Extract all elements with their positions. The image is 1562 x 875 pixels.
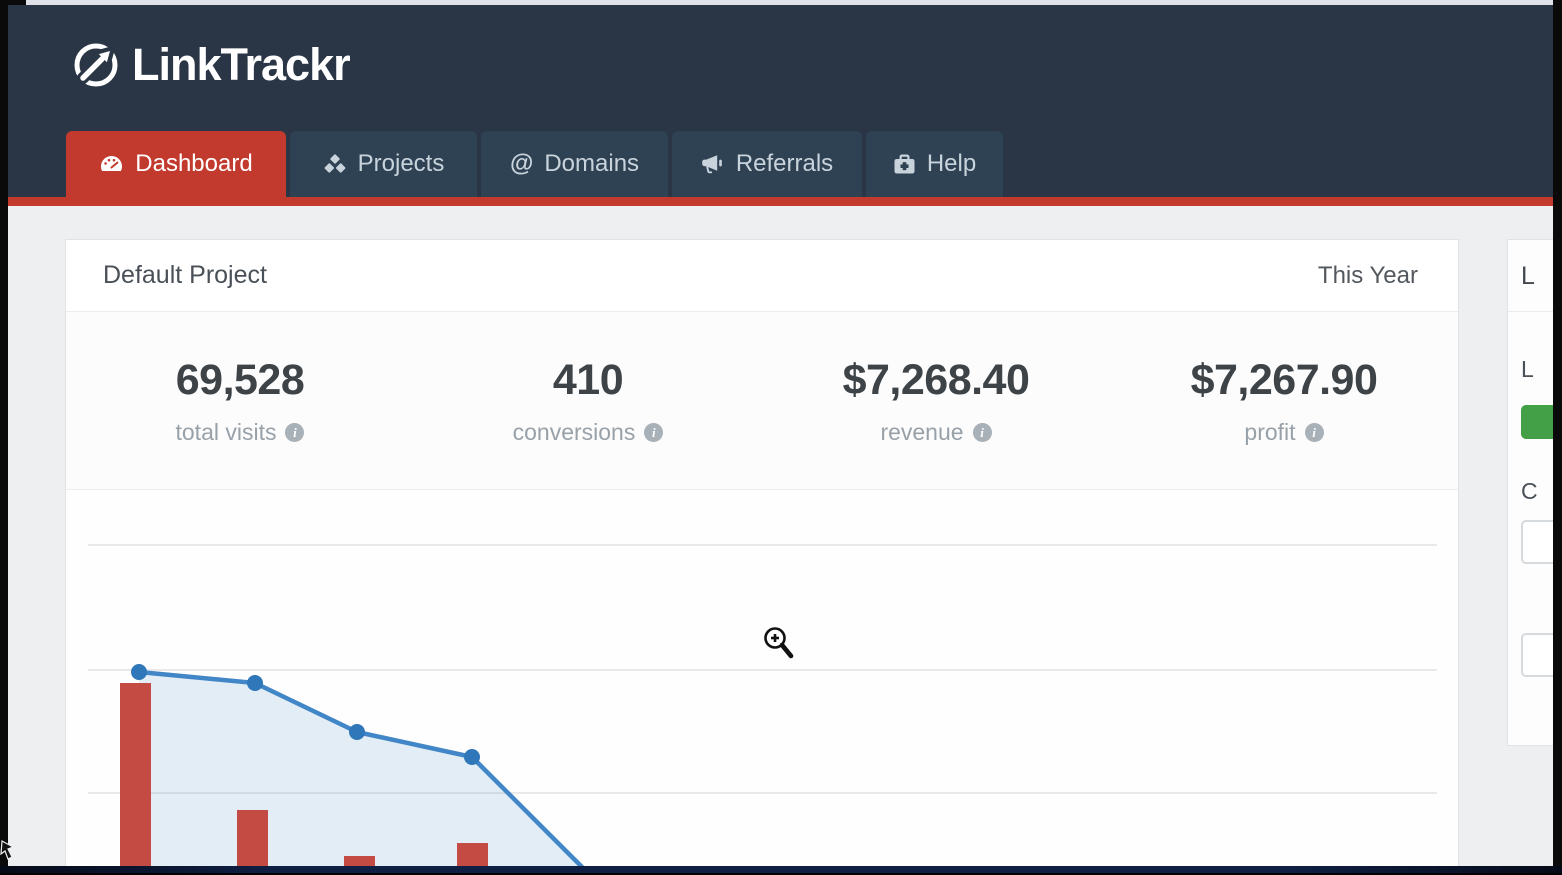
gauge-icon bbox=[101, 156, 123, 171]
stat-label-text: total visits bbox=[175, 418, 277, 445]
tab-label: Projects bbox=[357, 150, 445, 177]
stat-value: $7,268.40 bbox=[842, 355, 1030, 404]
side-panel-label-fragment: L bbox=[1521, 356, 1534, 382]
period-selector[interactable]: This Year bbox=[1317, 261, 1418, 289]
project-card: Default Project This Year 69,528 total v… bbox=[66, 240, 1458, 867]
stat-label: profit i bbox=[1244, 418, 1324, 446]
side-panel-cropped: L L C bbox=[1508, 240, 1554, 745]
stat-label: revenue i bbox=[880, 418, 992, 446]
stat-value: 69,528 bbox=[175, 355, 305, 404]
megaphone-icon bbox=[702, 154, 722, 173]
tab-help[interactable]: Help bbox=[866, 131, 1003, 197]
stat-total-visits: 69,528 total visits i bbox=[66, 356, 414, 446]
tab-label: Help bbox=[926, 150, 977, 177]
circle-arrow-icon bbox=[74, 43, 118, 87]
stat-value: 410 bbox=[552, 355, 624, 404]
brand-logo[interactable]: LinkTrackr bbox=[70, 39, 351, 91]
cubes-icon bbox=[324, 153, 346, 173]
side-panel-input-fragment[interactable] bbox=[1521, 520, 1554, 564]
stat-label: conversions i bbox=[513, 419, 664, 446]
info-circle-icon[interactable]: i bbox=[1304, 422, 1324, 442]
project-card-header: Default Project This Year bbox=[66, 240, 1458, 312]
tab-projects[interactable]: Projects bbox=[290, 131, 477, 197]
stat-revenue: $7,268.40 revenue i bbox=[762, 356, 1110, 446]
info-circle-icon[interactable]: i bbox=[285, 422, 305, 442]
stat-value: $7,267.90 bbox=[1190, 355, 1378, 404]
tab-label: Domains bbox=[544, 150, 640, 177]
project-title: Default Project bbox=[103, 261, 267, 289]
screen-edge-right bbox=[1553, 0, 1562, 875]
nav-accent-bar bbox=[8, 197, 1553, 206]
screen-edge-bottom bbox=[0, 866, 1562, 875]
stat-label-text: conversions bbox=[512, 418, 636, 445]
side-panel-option-fragment: C bbox=[1521, 478, 1538, 504]
window-top-edge bbox=[26, 0, 1553, 5]
tab-label: Referrals bbox=[735, 150, 834, 177]
side-panel-green-button[interactable] bbox=[1521, 405, 1554, 439]
info-circle-icon[interactable]: i bbox=[644, 422, 664, 442]
stat-conversions: 410 conversions i bbox=[414, 356, 762, 446]
side-panel-heading-fragment: L bbox=[1521, 262, 1535, 290]
stats-row: 69,528 total visits i 410 conversions i … bbox=[66, 312, 1458, 490]
at-icon: @ bbox=[509, 150, 534, 177]
chart-canvas bbox=[88, 544, 1437, 867]
stat-label-text: profit bbox=[1244, 418, 1296, 445]
side-panel-input-fragment[interactable] bbox=[1521, 633, 1554, 677]
stat-profit: $7,267.90 profit i bbox=[1110, 356, 1458, 446]
stat-label-text: revenue bbox=[880, 418, 964, 445]
tab-referrals[interactable]: Referrals bbox=[672, 131, 862, 197]
divider bbox=[1508, 311, 1554, 312]
tab-domains[interactable]: @ Domains bbox=[481, 131, 668, 197]
medkit-icon bbox=[894, 154, 915, 173]
tab-dashboard[interactable]: Dashboard bbox=[66, 131, 286, 197]
screen-edge-left bbox=[0, 0, 8, 875]
info-circle-icon[interactable]: i bbox=[972, 422, 992, 442]
brand-name: LinkTrackr bbox=[132, 39, 351, 90]
traffic-chart bbox=[66, 490, 1458, 867]
stat-label: total visits i bbox=[176, 419, 305, 446]
tab-label: Dashboard bbox=[135, 150, 253, 177]
